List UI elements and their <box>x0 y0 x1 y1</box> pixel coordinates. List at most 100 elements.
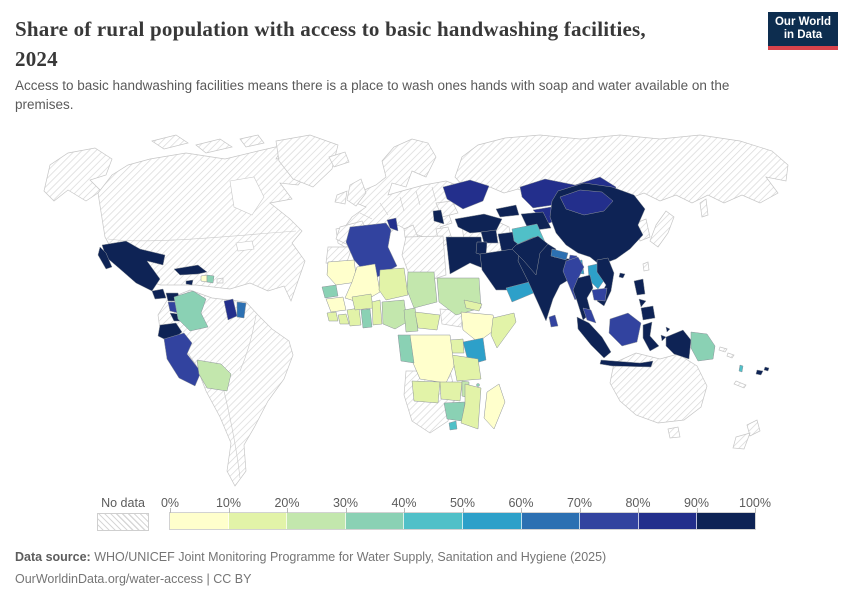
region-pakistan[interactable] <box>511 235 549 276</box>
region-indonesia[interactable] <box>665 329 692 360</box>
region-sierra-leone[interactable] <box>326 311 339 322</box>
region-hainan[interactable] <box>618 272 626 279</box>
region-arctic-islands[interactable] <box>239 134 265 148</box>
region-tasmania[interactable] <box>667 426 681 439</box>
region-arctic-islands[interactable] <box>195 138 233 154</box>
region-indonesia[interactable] <box>642 321 660 352</box>
region-central-african-republic[interactable] <box>414 311 441 331</box>
legend-cell-20-30%[interactable] <box>287 513 346 529</box>
legend-cell-30-40%[interactable] <box>345 513 405 529</box>
region-burkina-faso[interactable] <box>351 293 374 311</box>
region-fiji[interactable] <box>763 366 770 372</box>
region-benin[interactable] <box>371 299 383 326</box>
region-sri-lanka[interactable] <box>548 314 559 328</box>
region-algeria[interactable] <box>345 222 398 281</box>
region-japan[interactable] <box>649 210 675 248</box>
region-zambia[interactable] <box>439 381 463 402</box>
region-gabon[interactable] <box>397 334 415 364</box>
region-lesotho[interactable] <box>448 420 458 431</box>
region-cote-d-ivoire[interactable] <box>346 307 362 327</box>
region-papua-new-guinea[interactable] <box>690 331 716 362</box>
region-niger[interactable] <box>378 267 409 301</box>
page-title-line1: Share of rural population with access to… <box>15 17 646 41</box>
region-ukraine[interactable] <box>442 179 490 210</box>
region-liberia[interactable] <box>337 313 350 325</box>
footer-source: Data source: WHO/UNICEF Joint Monitoring… <box>15 546 606 568</box>
region-indonesia[interactable] <box>660 334 667 342</box>
region-new-caledonia[interactable] <box>733 380 747 389</box>
region-philippines[interactable] <box>640 305 656 321</box>
region-jamaica[interactable] <box>185 279 194 286</box>
region-mauritania[interactable] <box>326 259 358 286</box>
region-bolivia[interactable] <box>196 359 232 392</box>
region-puerto-rico[interactable] <box>216 277 224 284</box>
region-malaysia[interactable] <box>608 312 642 347</box>
legend-no-data-swatch[interactable] <box>97 513 149 531</box>
region-cuba[interactable] <box>173 264 208 276</box>
region-cambodia[interactable] <box>591 287 608 302</box>
footer-source-text: WHO/UNICEF Joint Monitoring Programme fo… <box>90 550 607 564</box>
region-haiti[interactable] <box>200 274 208 283</box>
footer-source-label: Data source: <box>15 550 91 564</box>
region-indonesia[interactable] <box>576 316 612 359</box>
region-colombia[interactable] <box>173 290 209 332</box>
region-somalia[interactable] <box>490 312 517 349</box>
legend-cell-80-90%[interactable] <box>638 513 698 529</box>
legend-tick-mark <box>755 508 756 513</box>
region-philippines[interactable] <box>638 298 647 308</box>
legend-cell-0-10%[interactable] <box>170 513 229 529</box>
region-comoros[interactable] <box>476 383 480 387</box>
legend-cell-10-20%[interactable] <box>228 513 288 529</box>
region-ireland[interactable] <box>334 190 348 205</box>
region-suriname[interactable] <box>236 301 247 319</box>
legend-tick-mark <box>404 508 405 513</box>
region-solomon-islands[interactable] <box>726 352 735 359</box>
region-nepal[interactable] <box>550 248 569 261</box>
region-senegal[interactable] <box>321 284 339 299</box>
region-alaska[interactable] <box>43 147 113 202</box>
legend-cell-40-50%[interactable] <box>404 513 463 529</box>
region-egypt[interactable] <box>445 236 486 275</box>
region-australia[interactable] <box>609 352 708 424</box>
region-mexico[interactable] <box>97 246 113 270</box>
region-greenland[interactable] <box>275 134 339 188</box>
region-mexico[interactable] <box>101 240 166 292</box>
region-ethiopia[interactable] <box>460 311 497 343</box>
region-new-zealand[interactable] <box>732 432 751 450</box>
legend-cell-90-100%[interactable] <box>697 513 755 529</box>
region-united-kingdom[interactable] <box>346 178 367 207</box>
legend-cell-70-80%[interactable] <box>580 513 639 529</box>
region-vanuatu[interactable] <box>738 364 744 373</box>
region-arctic-islands[interactable] <box>151 134 189 150</box>
region-tanzania[interactable] <box>451 354 482 382</box>
region-new-zealand[interactable] <box>746 419 761 437</box>
region-indonesia[interactable] <box>665 326 671 333</box>
region-philippines[interactable] <box>633 278 646 296</box>
owid-logo[interactable]: Our World in Data <box>768 12 838 50</box>
region-guinea[interactable] <box>325 296 347 313</box>
region-angola[interactable] <box>411 380 441 404</box>
region-chad[interactable] <box>406 271 438 309</box>
region-dominican-republic[interactable] <box>206 274 215 284</box>
region-eritrea[interactable] <box>463 299 483 312</box>
region-indonesia[interactable] <box>599 359 654 368</box>
region-sakhalin[interactable] <box>699 198 709 218</box>
region-azerbaijan[interactable] <box>495 204 520 218</box>
region-mozambique[interactable] <box>460 383 482 430</box>
legend-cell-50-60%[interactable] <box>462 513 522 529</box>
region-nigeria[interactable] <box>381 299 408 330</box>
region-cameroon[interactable] <box>403 307 419 333</box>
region-syria[interactable] <box>480 229 499 244</box>
region-iceland[interactable] <box>328 151 350 168</box>
region-solomon-islands[interactable] <box>718 346 728 353</box>
legend-cell-60-70%[interactable] <box>521 513 581 529</box>
region-tunisia[interactable] <box>386 217 399 232</box>
region-madagascar[interactable] <box>483 383 506 430</box>
region-fiji[interactable] <box>755 369 764 376</box>
region-malaysia[interactable] <box>582 307 597 324</box>
region-serbia[interactable] <box>432 209 445 225</box>
region-mongolia[interactable] <box>559 189 614 216</box>
region-ghana[interactable] <box>360 308 373 329</box>
region-guatemala[interactable] <box>151 288 167 300</box>
region-taiwan[interactable] <box>642 261 650 272</box>
